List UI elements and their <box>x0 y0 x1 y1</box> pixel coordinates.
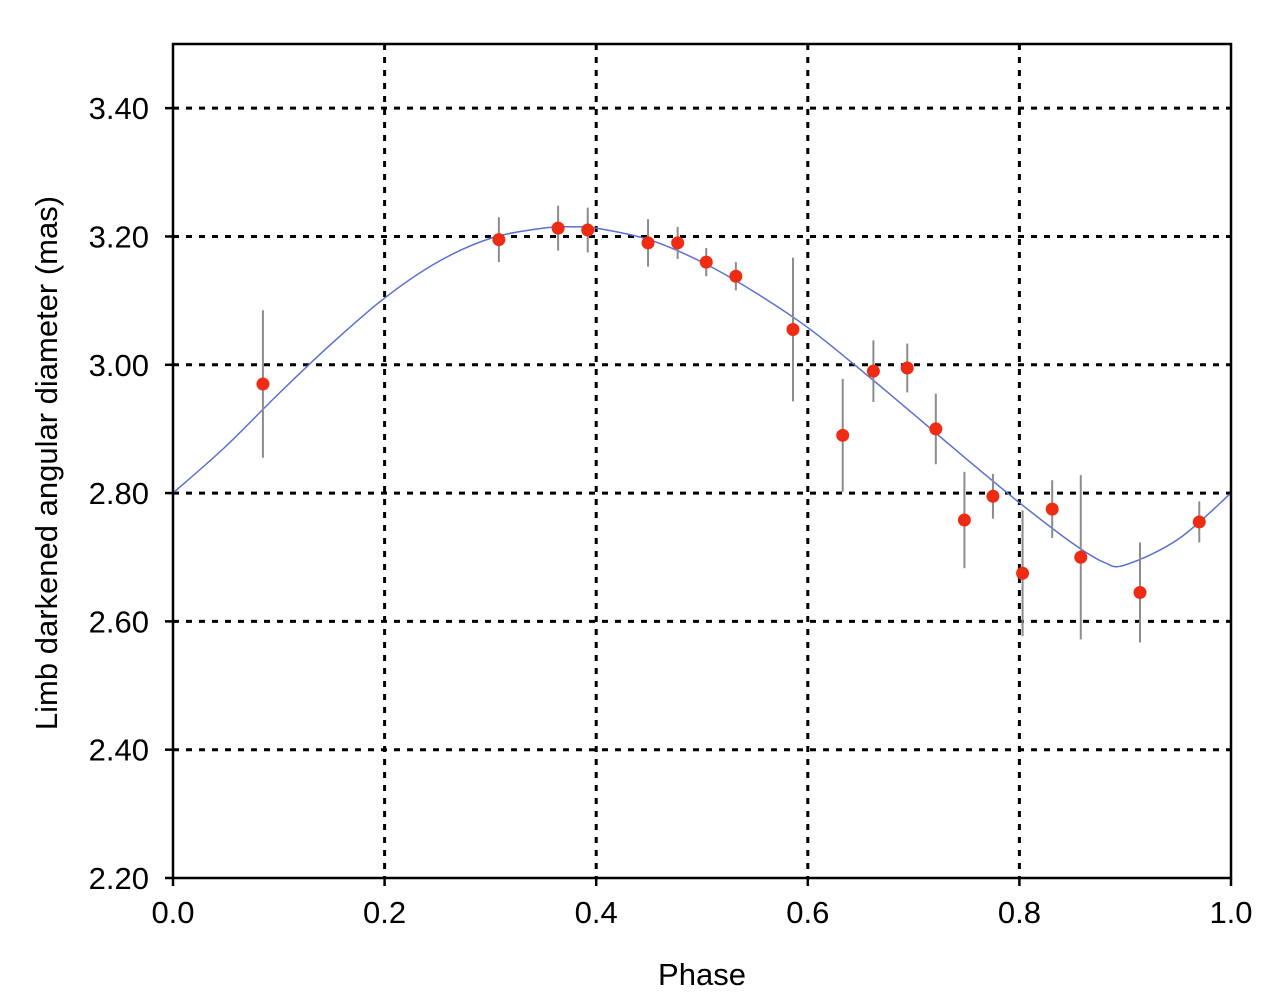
y-tick-label: 2.60 <box>89 604 149 639</box>
data-point <box>929 422 943 436</box>
data-point <box>671 236 685 250</box>
tick-label-layer: 0.0 0.2 0.4 0.6 0.8 1.0 2.20 2.40 2.60 2.80 3.00 3.… <box>89 91 1253 930</box>
data-point <box>1016 566 1030 580</box>
x-tick-label: 1.0 <box>1209 895 1252 930</box>
y-tick-label: 3.40 <box>89 91 149 126</box>
x-axis-label: Phase <box>658 957 746 992</box>
data-point <box>729 269 743 283</box>
errorbar-layer <box>261 205 1201 643</box>
x-tick-label: 0.6 <box>786 895 829 930</box>
data-point <box>1133 586 1147 600</box>
data-point <box>256 377 270 391</box>
data-point <box>866 364 880 378</box>
data-point <box>1192 515 1206 529</box>
tick-layer <box>165 106 1233 886</box>
x-tick-label: 0.4 <box>575 895 618 930</box>
data-point <box>641 236 655 250</box>
data-point <box>900 361 914 375</box>
data-point-layer <box>256 221 1206 600</box>
data-point <box>986 489 1000 503</box>
data-point <box>551 221 565 235</box>
y-tick-label: 3.20 <box>89 219 149 254</box>
data-point <box>492 233 506 247</box>
gridlines <box>173 44 1231 878</box>
fit-curve <box>172 225 1232 568</box>
data-point <box>836 428 850 442</box>
x-tick-label: 0.0 <box>151 895 194 930</box>
data-point <box>786 322 800 336</box>
data-point <box>581 223 595 237</box>
data-point <box>1045 502 1059 516</box>
data-point <box>957 513 971 527</box>
x-tick-label: 0.2 <box>363 895 406 930</box>
y-tick-label: 2.20 <box>89 861 149 896</box>
data-point <box>1074 550 1088 564</box>
fit-curve-layer <box>172 225 1232 568</box>
y-tick-label: 2.40 <box>89 733 149 768</box>
x-tick-label: 0.8 <box>998 895 1041 930</box>
y-axis-label: Limb darkened angular diameter (mas) <box>29 196 64 730</box>
plot-frame <box>171 42 1233 880</box>
y-tick-label: 2.80 <box>89 476 149 511</box>
y-tick-label: 3.00 <box>89 348 149 383</box>
data-point <box>699 255 713 269</box>
